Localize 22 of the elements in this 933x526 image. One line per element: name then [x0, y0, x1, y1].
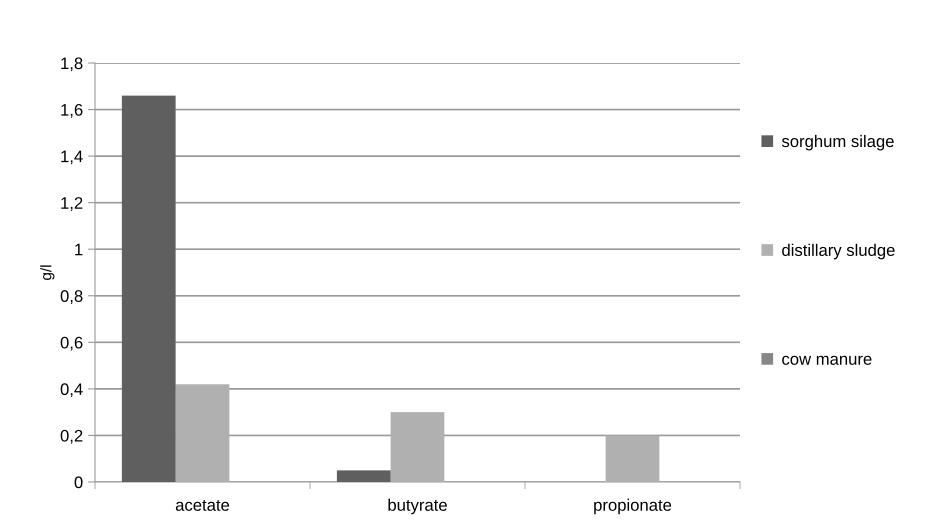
legend-label: distillary sludge: [782, 244, 895, 260]
legend-label: sorghum silage: [782, 134, 894, 150]
y-tick-label: 0,6: [60, 336, 82, 351]
bar: [176, 384, 230, 482]
bar: [606, 435, 660, 482]
y-tick-label: 1: [75, 244, 82, 256]
y-tick-label: 1,4: [61, 150, 83, 164]
y-tick-label: 1,8: [61, 57, 82, 72]
y-tick-label: 0: [74, 476, 83, 488]
bar: [390, 412, 444, 482]
x-tick-label: acetate: [176, 500, 230, 511]
y-tick-label: 0,4: [60, 383, 83, 398]
legend-label: cow manure: [782, 356, 872, 365]
x-tick-label: butyrate: [388, 498, 447, 514]
bar: [336, 470, 391, 482]
x-tick-label: propionate: [594, 498, 672, 514]
y-tick-label: 0,2: [60, 430, 82, 444]
y-axis-title: g/l: [40, 265, 54, 280]
y-tick-label: 0,8: [60, 290, 82, 304]
y-tick-label: 1,6: [61, 104, 82, 118]
bar: [122, 96, 176, 482]
y-tick-label: 1,2: [61, 197, 82, 211]
